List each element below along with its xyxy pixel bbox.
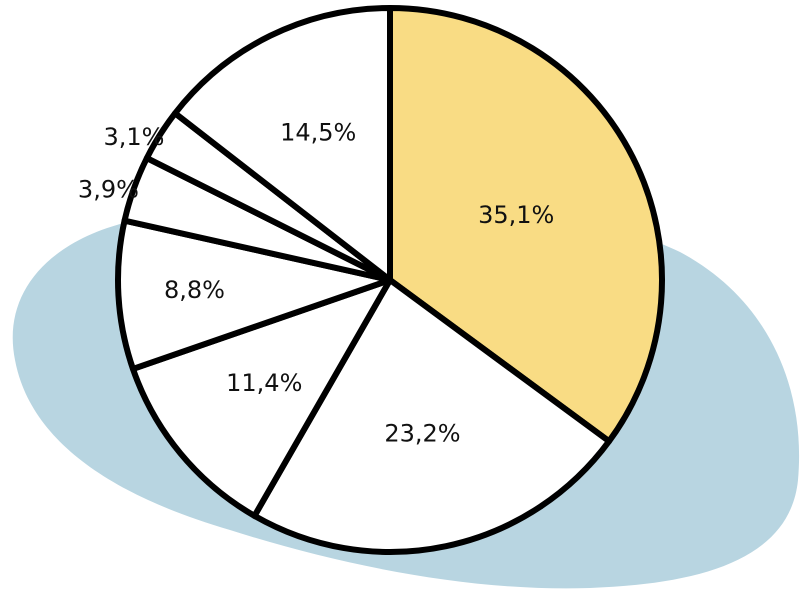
pie-slice	[115, 217, 393, 372]
slice-value-label: 8,8%	[164, 276, 225, 304]
pie-slice	[251, 277, 613, 555]
slice-value-label: 23,2%	[384, 419, 460, 447]
pie-slice	[387, 5, 665, 445]
slice-value-label: 11,4%	[226, 369, 302, 397]
pie-slice	[129, 277, 393, 519]
slice-value-label: 3,1%	[104, 123, 165, 151]
slice-value-label: 3,9%	[78, 175, 139, 203]
slice-value-label: 14,5%	[280, 118, 356, 146]
slice-value-label: 35,1%	[478, 201, 554, 229]
pie-slice	[172, 5, 393, 283]
